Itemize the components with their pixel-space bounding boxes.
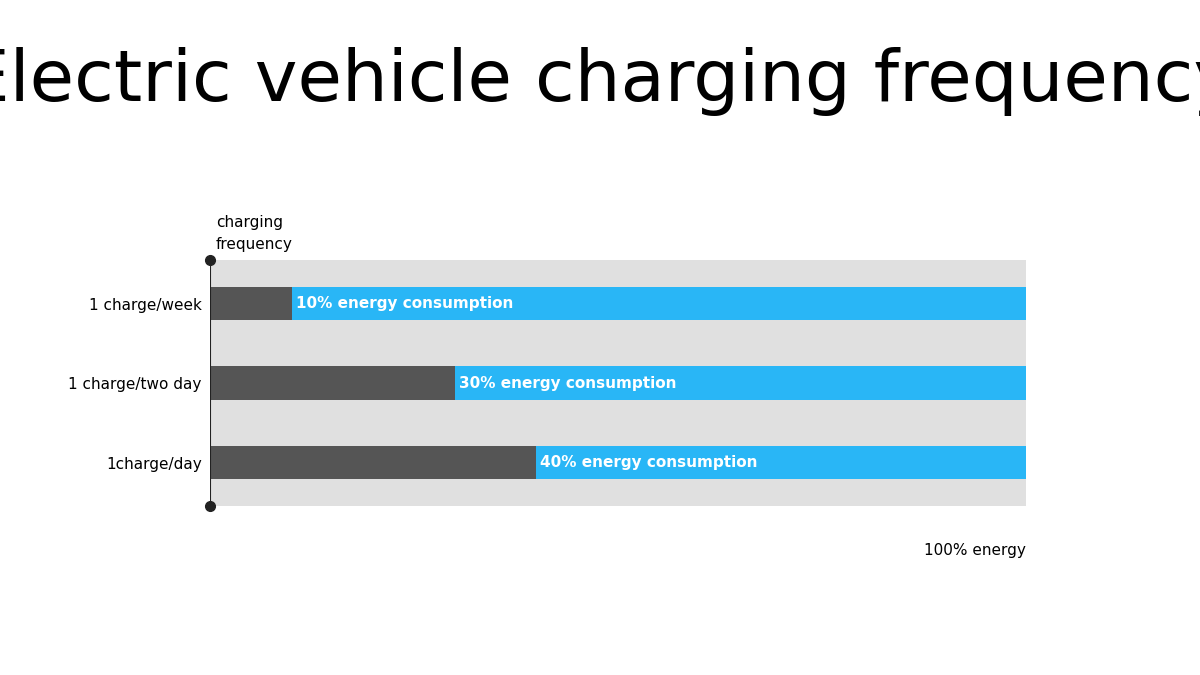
Bar [536, 446, 1026, 479]
Text: charging: charging [216, 215, 283, 230]
Text: 40% energy consumption: 40% energy consumption [540, 455, 758, 470]
Text: 100% energy: 100% energy [924, 543, 1026, 558]
Bar [292, 287, 1026, 320]
Bar [210, 446, 536, 479]
Text: 30% energy consumption: 30% energy consumption [458, 375, 677, 391]
Bar [210, 287, 292, 320]
Text: frequency: frequency [216, 237, 293, 252]
Text: 10% energy consumption: 10% energy consumption [295, 296, 514, 311]
Bar [210, 367, 455, 400]
Text: Electric vehicle charging frequency: Electric vehicle charging frequency [0, 47, 1200, 116]
Bar [455, 367, 1026, 400]
